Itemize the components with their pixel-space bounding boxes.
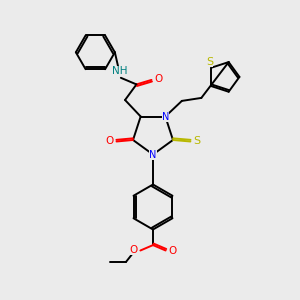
Text: S: S [206, 57, 213, 67]
Text: N: N [162, 112, 169, 122]
Text: NH: NH [112, 66, 128, 76]
Text: O: O [154, 74, 162, 84]
Text: O: O [106, 136, 114, 146]
Text: N: N [149, 149, 157, 160]
Text: S: S [194, 136, 200, 146]
Text: O: O [168, 245, 176, 256]
Text: O: O [130, 245, 138, 255]
